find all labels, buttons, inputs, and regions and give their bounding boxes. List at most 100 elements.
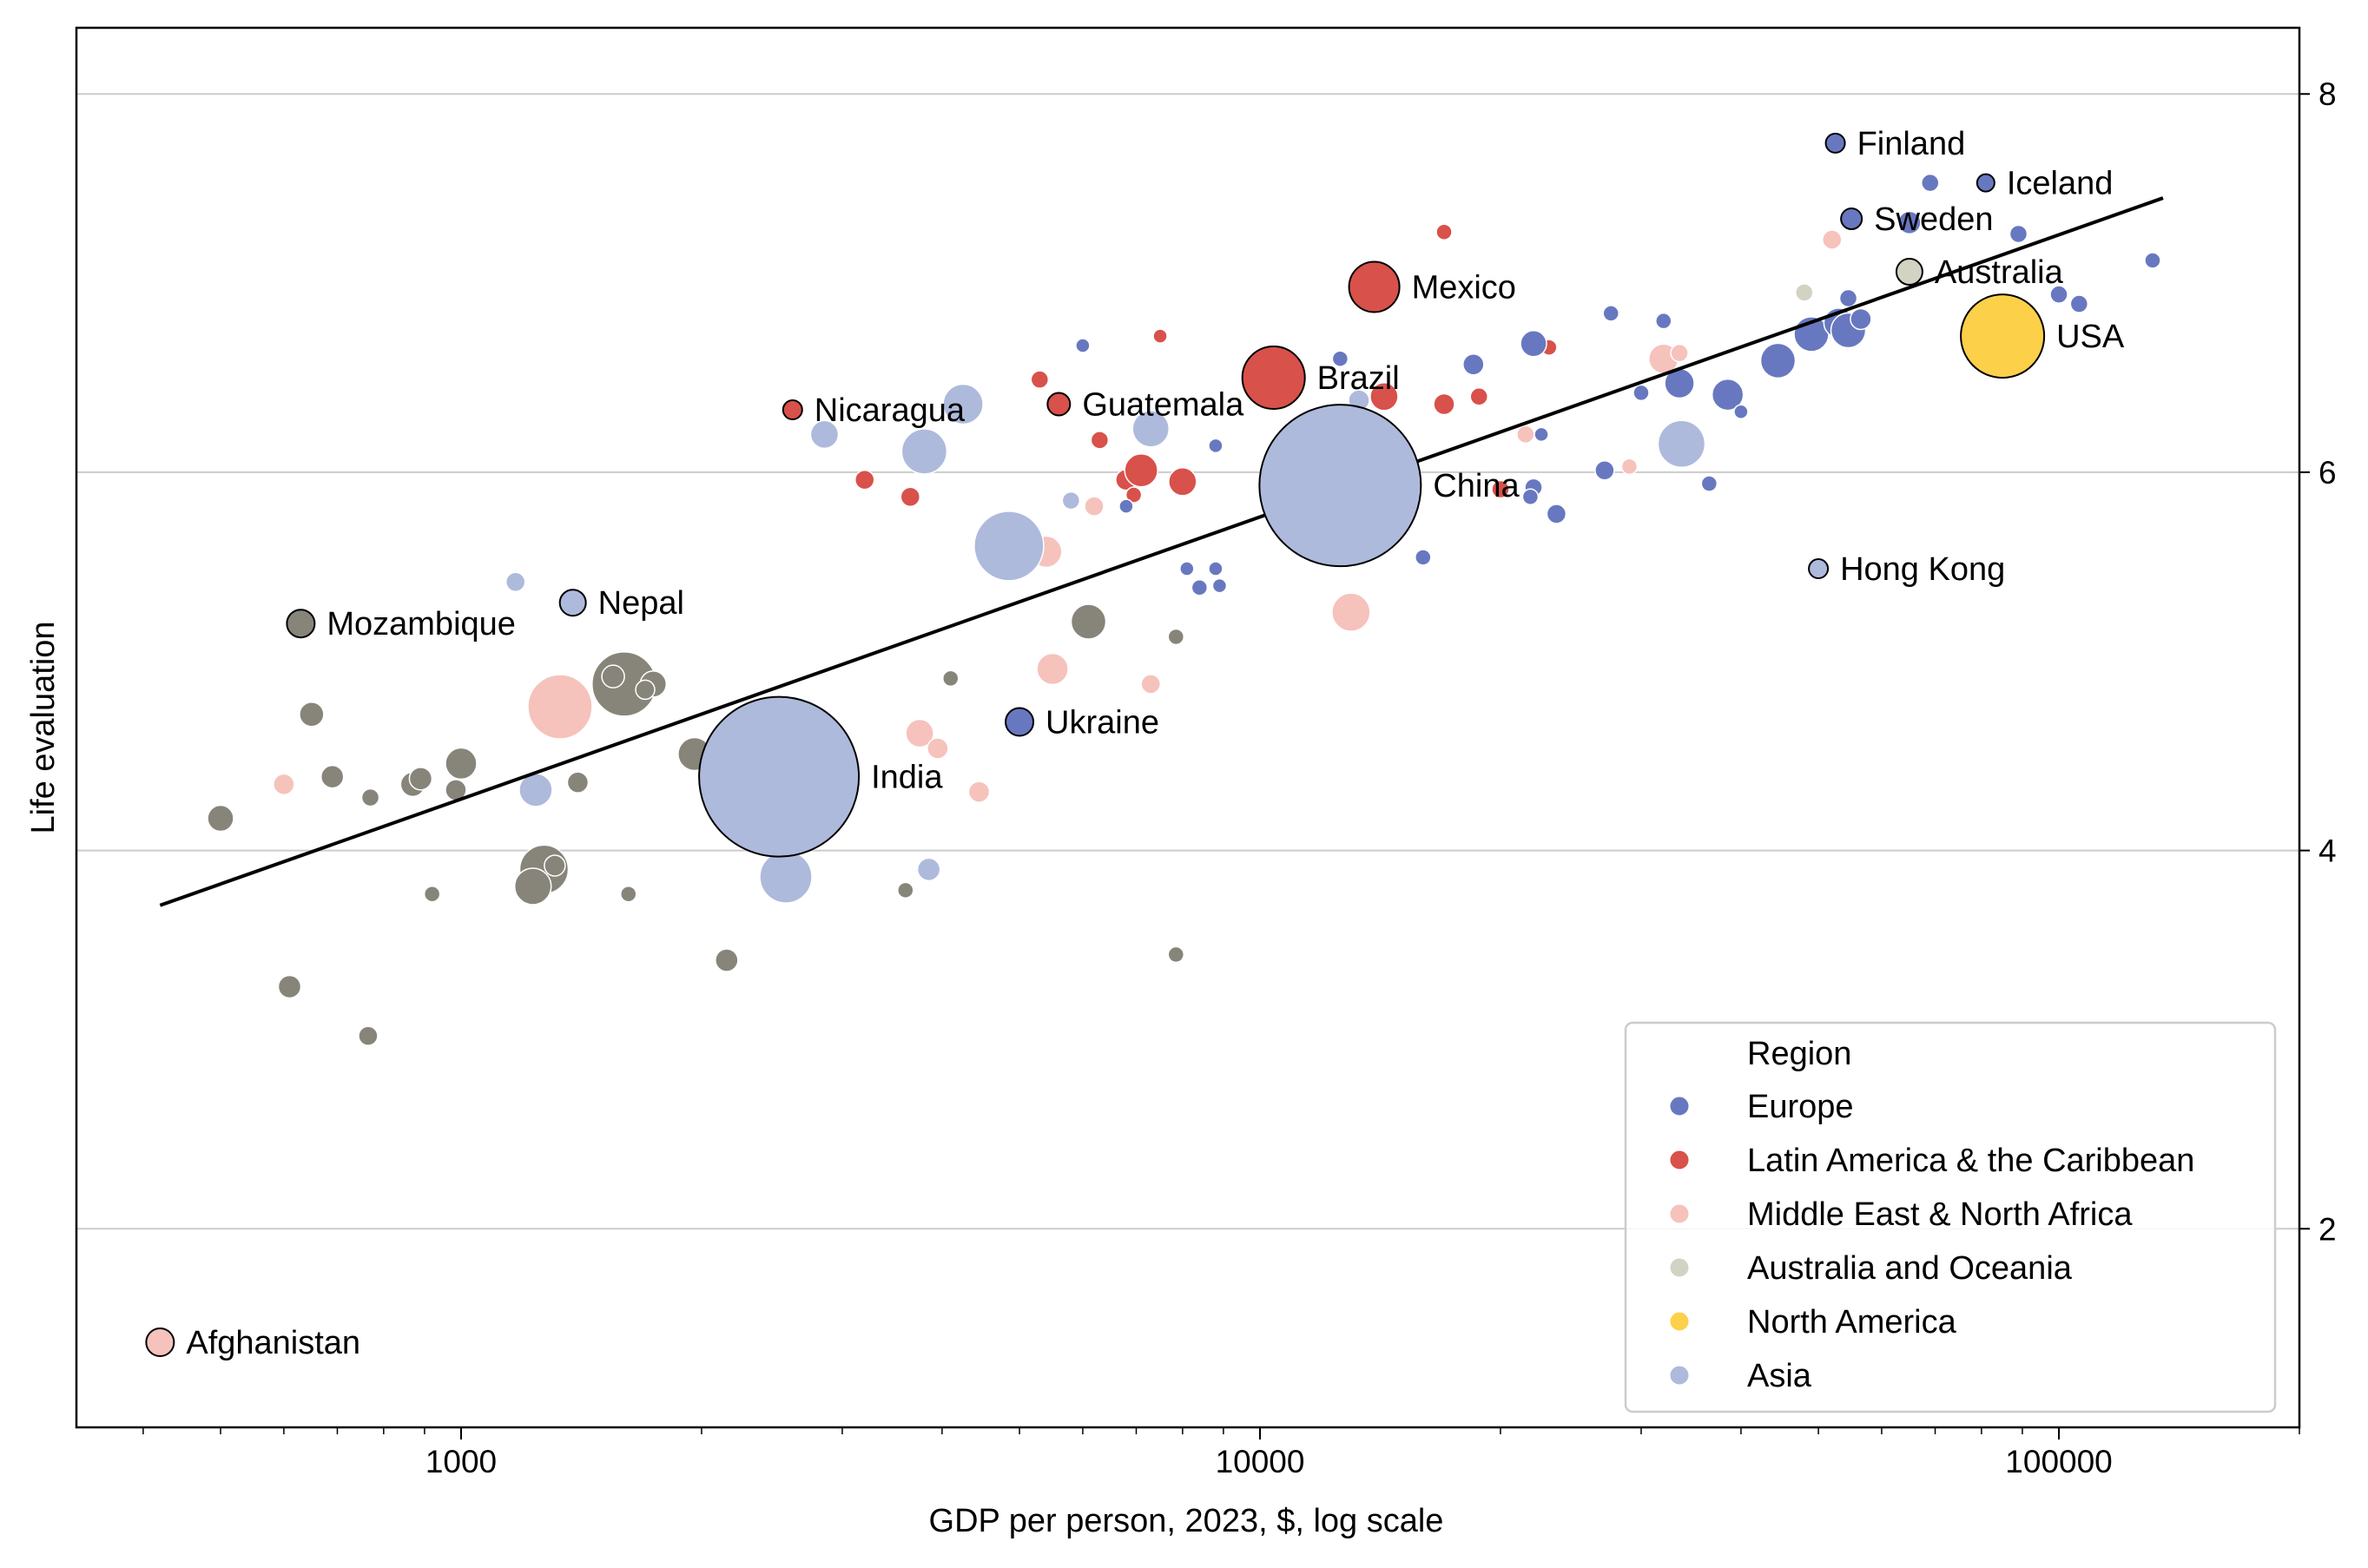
highlighted-points (145, 132, 2046, 1357)
point-label: Iceland (2007, 166, 2114, 202)
point-label: Guatemala (1082, 386, 1244, 423)
data-point (1179, 561, 1195, 576)
highlighted-point (782, 399, 803, 421)
data-point (513, 867, 552, 906)
data-point (1211, 577, 1228, 594)
point-label: USA (2056, 319, 2125, 355)
legend: Region Europe Latin America & the Caribbe… (1624, 1021, 2277, 1413)
data-point (2069, 294, 2089, 313)
data-point (423, 885, 441, 903)
data-point (360, 787, 380, 807)
data-point (916, 857, 941, 882)
x-tick-label: 1000 (425, 1444, 497, 1479)
data-point (759, 850, 813, 904)
point-label: Mozambique (327, 606, 516, 642)
y-tick-label: 2 (2319, 1211, 2337, 1247)
data-point (927, 737, 949, 760)
data-point (408, 767, 433, 791)
data-point (1491, 479, 1510, 499)
data-point (1711, 378, 1745, 412)
plot-frame (75, 26, 2301, 1429)
legend-marker (1669, 1257, 1690, 1278)
legend-entry-label: North America (1747, 1304, 1957, 1341)
point-label: Nepal (598, 585, 684, 622)
data-point (1850, 307, 1872, 331)
data-point (1125, 486, 1143, 504)
legend-entries: Europe Latin America & the Caribbean Middl… (1669, 1089, 2194, 1394)
data-point (505, 571, 526, 593)
y-tick-label: 6 (2319, 455, 2337, 491)
data-point (277, 974, 302, 999)
data-point (1655, 312, 1672, 330)
highlighted-point (1960, 293, 2046, 379)
data-point (527, 674, 593, 740)
data-point (1415, 549, 1432, 566)
data-point (1090, 431, 1110, 450)
data-point (1822, 229, 1843, 250)
highlighted-point (286, 609, 316, 639)
data-point (1075, 338, 1091, 353)
data-point (1191, 579, 1209, 596)
data-point (2009, 224, 2028, 244)
data-point (942, 383, 984, 425)
data-point (2049, 285, 2068, 304)
data-points (207, 173, 2161, 1046)
data-point (1433, 392, 1455, 416)
point-label: India (871, 760, 943, 796)
data-point (1516, 425, 1535, 445)
data-point (1124, 452, 1158, 488)
data-point (1546, 504, 1567, 524)
highlighted-point (558, 589, 587, 617)
data-point (715, 948, 739, 972)
highlighted-point (1840, 208, 1863, 231)
legend-marker (1669, 1096, 1690, 1117)
trendline (159, 196, 2164, 907)
x-axis-label: GDP per person, 2023, $, log scale (929, 1503, 1444, 1539)
x-tick-label: 100000 (2005, 1444, 2112, 1479)
data-point (601, 664, 625, 688)
legend-marker (1669, 1311, 1690, 1332)
data-point (299, 702, 325, 728)
data-point (973, 511, 1045, 582)
legend-title: Region (1747, 1036, 1851, 1072)
data-point (1331, 592, 1371, 632)
data-point (854, 469, 875, 491)
highlighted-point (1895, 258, 1923, 287)
point-label: Finland (1857, 126, 1966, 162)
data-point (1733, 404, 1749, 419)
data-point (1167, 628, 1185, 646)
legend-entry-label: Latin America & the Caribbean (1747, 1143, 2194, 1179)
data-point (1168, 467, 1197, 497)
legend-entry-label: Middle East & North Africa (1747, 1196, 2133, 1233)
point-label: Afghanistan (186, 1325, 360, 1361)
data-point (1897, 210, 1922, 235)
highlighted-point (1046, 392, 1072, 417)
data-point (1118, 498, 1134, 514)
data-point (1838, 288, 1858, 308)
data-point (1594, 459, 1615, 481)
data-point (207, 804, 234, 833)
x-tick-label: 10000 (1216, 1444, 1305, 1479)
legend-marker (1669, 1203, 1690, 1224)
x-axis: 1000 10000 100000 (142, 1427, 2300, 1479)
data-point (1521, 488, 1540, 505)
legend-marker (1669, 1150, 1690, 1170)
data-point (1140, 674, 1162, 695)
data-point (635, 679, 656, 701)
legend-marker (1669, 1365, 1690, 1386)
data-point (358, 1025, 379, 1046)
data-point (1369, 382, 1399, 412)
data-point (1469, 387, 1488, 406)
data-point (809, 419, 840, 450)
data-point (1670, 343, 1689, 363)
highlighted-point (1348, 260, 1401, 313)
data-point (1921, 173, 1940, 193)
data-point (1602, 305, 1619, 322)
data-point (544, 854, 566, 877)
point-label: China (1433, 468, 1520, 504)
highlighted-point (1005, 707, 1035, 737)
data-point (897, 881, 914, 899)
highlighted-point (1241, 346, 1306, 410)
legend-entry-label: Asia (1747, 1358, 1812, 1394)
